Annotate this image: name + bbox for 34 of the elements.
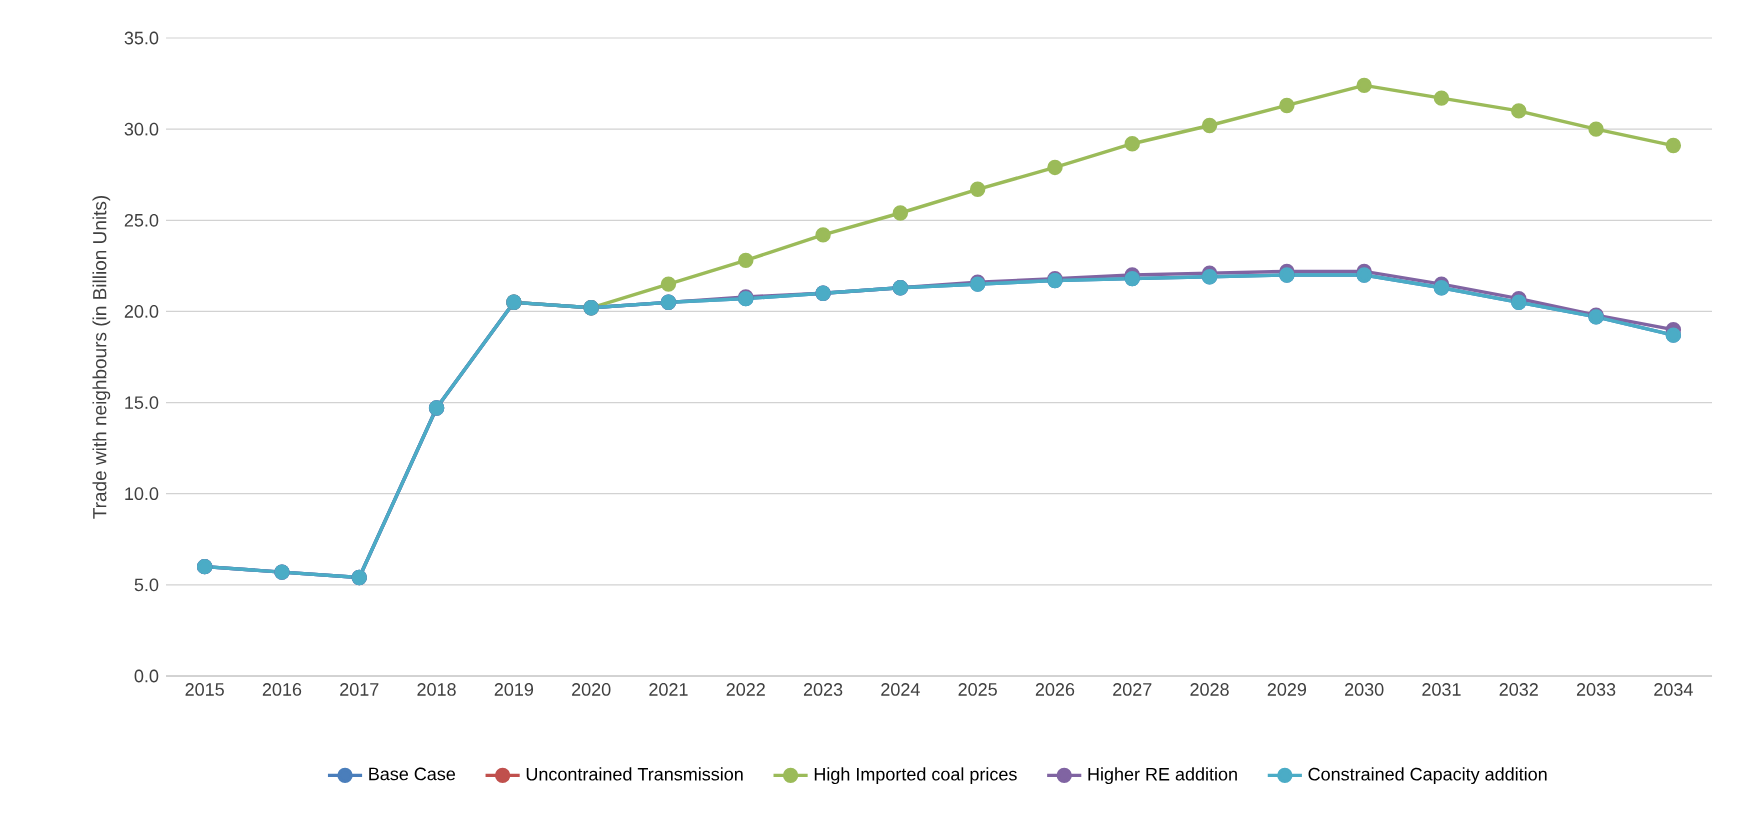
x-tick-label: 2015 bbox=[185, 683, 224, 696]
legend-label: High Imported coal prices bbox=[814, 767, 1017, 785]
x-tick-label: 2032 bbox=[1499, 683, 1538, 696]
legend-label: Uncontrained Transmission bbox=[526, 767, 743, 781]
y-axis-title: Trade with neighbours (in Billion Units) bbox=[92, 195, 111, 519]
x-tick-label: 2027 bbox=[1113, 683, 1152, 696]
y-tick-label: 15.0 bbox=[125, 396, 159, 409]
x-tick-label: 2023 bbox=[803, 683, 843, 696]
y-tick-label: 5.0 bbox=[134, 578, 159, 592]
legend-label: Base Case bbox=[369, 767, 456, 781]
x-tick-label: 2017 bbox=[340, 683, 379, 696]
x-tick-label: 2021 bbox=[649, 683, 688, 696]
x-tick-label: 2018 bbox=[417, 683, 456, 696]
x-tick-label: 2026 bbox=[1035, 683, 1075, 696]
x-tick-label: 2022 bbox=[726, 683, 765, 696]
x-tick-label: 2019 bbox=[494, 683, 534, 696]
y-tick-label: 35.0 bbox=[124, 31, 159, 45]
x-tick-label: 2025 bbox=[958, 683, 997, 696]
legend-label: Higher RE addition bbox=[1088, 767, 1237, 785]
x-tick-label: 2029 bbox=[1267, 683, 1307, 696]
x-tick-label: 2031 bbox=[1422, 683, 1461, 696]
y-tick-label: 10.0 bbox=[125, 487, 159, 501]
y-tick-label: 30.0 bbox=[124, 122, 159, 136]
x-tick-label: 2024 bbox=[881, 683, 920, 696]
y-tick-label: 20.0 bbox=[124, 305, 159, 318]
x-tick-label: 2028 bbox=[1190, 683, 1229, 696]
x-tick-label: 2030 bbox=[1345, 683, 1384, 696]
y-tick-label: 0.0 bbox=[134, 669, 159, 683]
x-tick-label: 2016 bbox=[262, 683, 302, 696]
y-tick-label: 25.0 bbox=[124, 213, 159, 227]
x-tick-label: 2033 bbox=[1576, 683, 1616, 696]
x-tick-label: 2034 bbox=[1654, 683, 1693, 696]
legend-label: Constrained Capacity addition bbox=[1308, 767, 1547, 785]
x-tick-label: 2020 bbox=[572, 683, 611, 696]
